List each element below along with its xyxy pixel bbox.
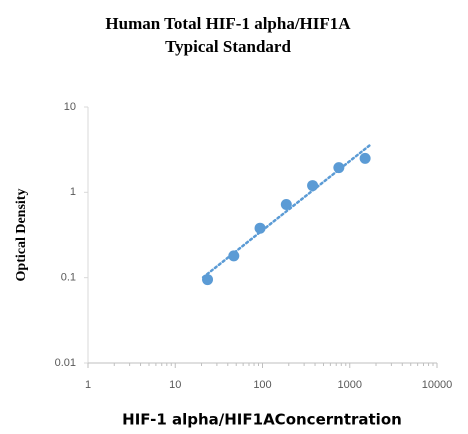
chart-title: Human Total HIF-1 alpha/HIF1A <box>105 14 351 33</box>
data-point <box>359 152 371 164</box>
trendline <box>201 144 371 279</box>
x-tick-label: 100 <box>253 379 271 391</box>
x-tick-label: 1000 <box>338 379 362 391</box>
data-point <box>333 162 345 174</box>
data-point <box>254 222 266 234</box>
y-tick-label: 0.1 <box>61 272 76 284</box>
chart-subtitle: Typical Standard <box>165 37 291 56</box>
y-axis-label: Optical Density <box>14 189 29 282</box>
data-point <box>280 199 292 211</box>
data-point <box>202 274 214 286</box>
x-tick-label: 10000 <box>422 379 453 391</box>
data-point <box>307 180 319 192</box>
x-axis-label: HIF-1 alpha/HIF1AConcerntration <box>122 411 402 429</box>
x-tick-label: 1 <box>85 379 91 391</box>
data-point <box>228 250 240 262</box>
y-tick-label: 1 <box>70 186 76 198</box>
y-tick-label: 10 <box>64 101 76 113</box>
x-tick-label: 10 <box>169 379 181 391</box>
y-tick-label: 0.01 <box>55 357 76 369</box>
